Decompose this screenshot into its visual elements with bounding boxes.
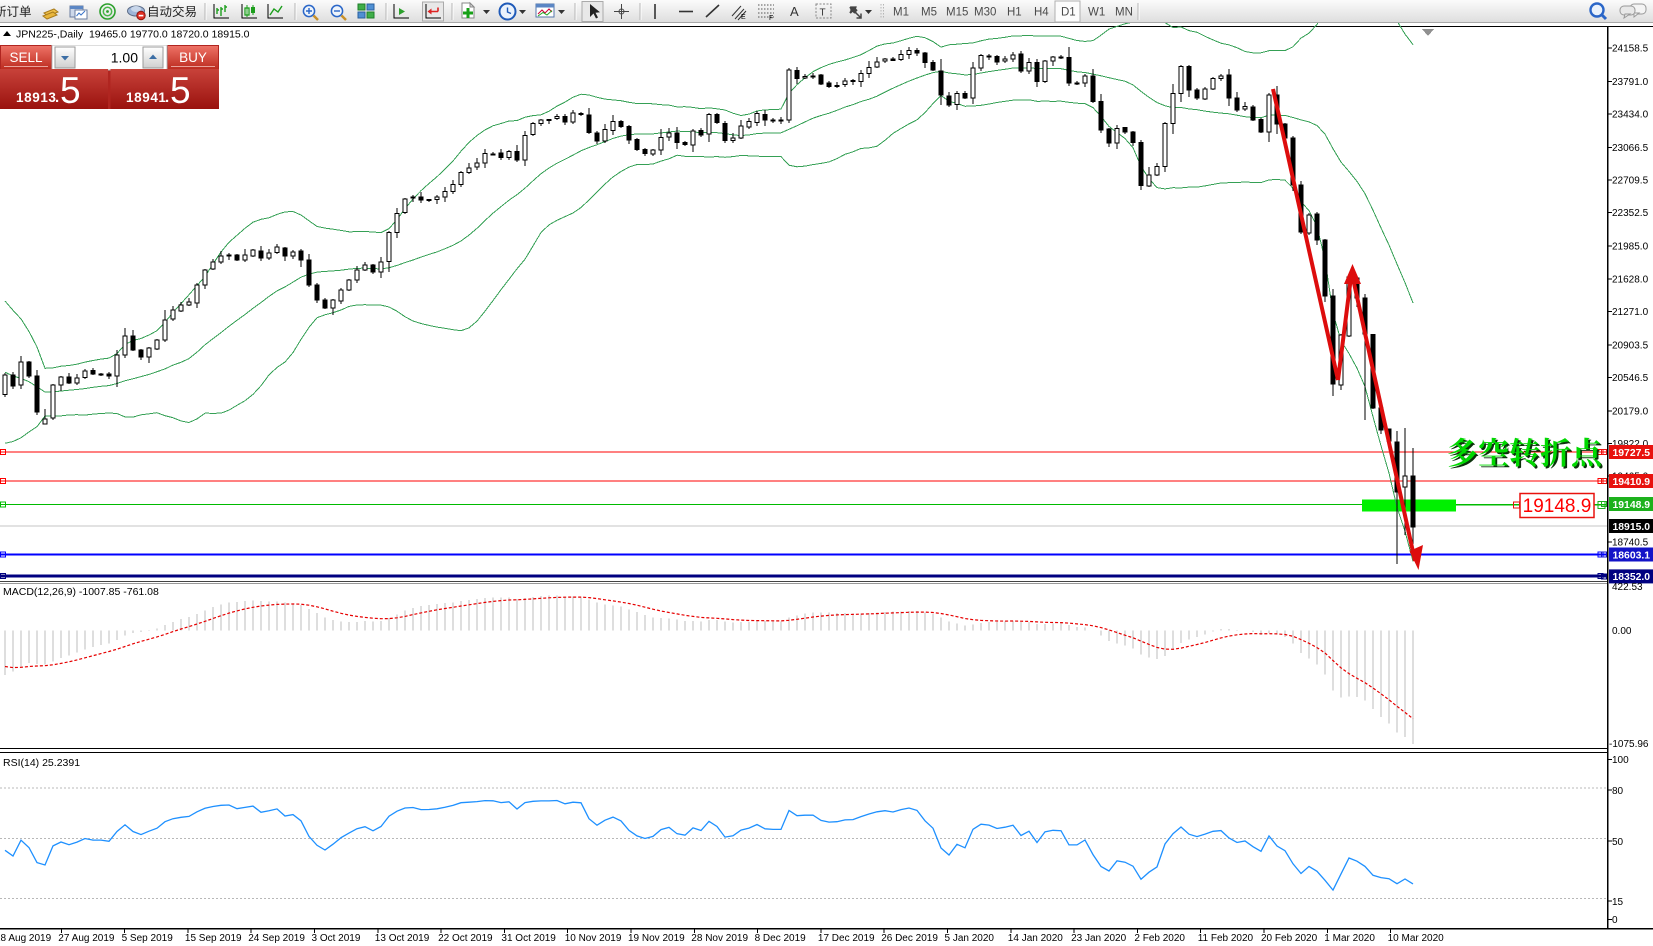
svg-text:14 Jan 2020: 14 Jan 2020 [1008,933,1063,944]
svg-text:.: . [55,89,59,106]
svg-text:A: A [790,4,799,19]
svg-text:JPN225-,Daily 19465.0 19770.0: JPN225-,Daily 19465.0 19770.0 18720.0 18… [16,29,250,41]
svg-text:0.00: 0.00 [1612,626,1632,637]
svg-text:3 Oct 2019: 3 Oct 2019 [312,933,361,944]
svg-text:M15: M15 [946,7,968,19]
svg-text:H1: H1 [1007,7,1022,19]
svg-text:27 Aug 2019: 27 Aug 2019 [58,933,115,944]
svg-text:23791.0: 23791.0 [1612,77,1649,88]
svg-text:23434.0: 23434.0 [1612,110,1649,121]
svg-text:18352.0: 18352.0 [1613,572,1651,583]
svg-text:1 Mar 2020: 1 Mar 2020 [1324,933,1375,944]
svg-text:5 Jan 2020: 5 Jan 2020 [945,933,995,944]
svg-text:21985.0: 21985.0 [1612,242,1649,253]
svg-text:15: 15 [1612,897,1624,908]
svg-text:80: 80 [1612,786,1624,797]
svg-text:50: 50 [1612,837,1624,848]
svg-text:M1: M1 [893,7,909,19]
svg-text:19 Nov 2019: 19 Nov 2019 [628,933,685,944]
svg-text:22 Oct 2019: 22 Oct 2019 [438,933,493,944]
svg-text:SELL: SELL [9,50,43,65]
svg-text:100: 100 [1612,755,1629,766]
svg-text:22352.5: 22352.5 [1612,208,1649,219]
svg-text:M30: M30 [974,7,996,19]
svg-text:21271.0: 21271.0 [1612,307,1649,318]
svg-text:22709.5: 22709.5 [1612,176,1649,187]
svg-text:21628.0: 21628.0 [1612,274,1649,285]
svg-text:15 Sep 2019: 15 Sep 2019 [185,933,242,944]
svg-text:10 Mar 2020: 10 Mar 2020 [1388,933,1445,944]
svg-text:0: 0 [1612,915,1618,926]
svg-text:D1: D1 [1061,7,1076,19]
svg-text:BUY: BUY [179,50,207,65]
svg-text:17 Dec 2019: 17 Dec 2019 [818,933,875,944]
svg-text:.: . [165,89,169,106]
svg-text:18740.5: 18740.5 [1612,538,1649,549]
svg-text:13 Oct 2019: 13 Oct 2019 [375,933,430,944]
svg-text:422.53: 422.53 [1612,582,1643,593]
svg-text:20 Feb 2020: 20 Feb 2020 [1261,933,1318,944]
svg-text:-1075.96: -1075.96 [1609,739,1649,750]
svg-text:10 Nov 2019: 10 Nov 2019 [565,933,622,944]
svg-text:19822.0: 19822.0 [1612,439,1649,450]
svg-text:19727.5: 19727.5 [1613,448,1651,459]
svg-text:MACD(12,26,9) -1007.85 -761.08: MACD(12,26,9) -1007.85 -761.08 [3,586,159,598]
svg-text:19410.9: 19410.9 [1613,477,1651,488]
svg-text:11 Feb 2020: 11 Feb 2020 [1198,933,1254,944]
svg-text:F: F [769,15,773,22]
svg-text:T: T [820,8,826,19]
svg-text:E: E [741,14,746,21]
svg-text:W1: W1 [1088,7,1105,19]
svg-text:5: 5 [60,70,81,111]
svg-text:20903.5: 20903.5 [1612,340,1649,351]
svg-text:23 Jan 2020: 23 Jan 2020 [1071,933,1126,944]
svg-text:RSI(14) 25.2391: RSI(14) 25.2391 [3,757,80,769]
svg-text:MN: MN [1115,7,1133,19]
svg-text:2 Feb 2020: 2 Feb 2020 [1134,933,1185,944]
svg-text:H4: H4 [1034,7,1049,19]
svg-text:18603.1: 18603.1 [1613,550,1651,561]
svg-text:24158.5: 24158.5 [1612,44,1649,55]
svg-text:8 Dec 2019: 8 Dec 2019 [755,933,807,944]
svg-text:19148.9: 19148.9 [1523,496,1592,517]
svg-text:24 Sep 2019: 24 Sep 2019 [248,933,305,944]
svg-text:5: 5 [170,70,191,111]
svg-text:M5: M5 [921,7,937,19]
svg-text:18941: 18941 [126,90,167,105]
svg-text:18 Aug 2019: 18 Aug 2019 [0,933,52,944]
svg-text:20179.0: 20179.0 [1612,406,1649,417]
svg-text:18913: 18913 [16,90,57,105]
svg-text:5 Sep 2019: 5 Sep 2019 [122,933,174,944]
svg-text:20546.5: 20546.5 [1612,373,1649,384]
svg-text:23066.5: 23066.5 [1612,143,1649,154]
svg-text:31 Oct 2019: 31 Oct 2019 [501,933,556,944]
svg-text:18915.0: 18915.0 [1613,522,1651,533]
svg-text:19148.9: 19148.9 [1613,500,1651,511]
svg-text:28 Nov 2019: 28 Nov 2019 [691,933,748,944]
svg-text:26 Dec 2019: 26 Dec 2019 [881,933,938,944]
svg-text:1.00: 1.00 [111,50,138,66]
